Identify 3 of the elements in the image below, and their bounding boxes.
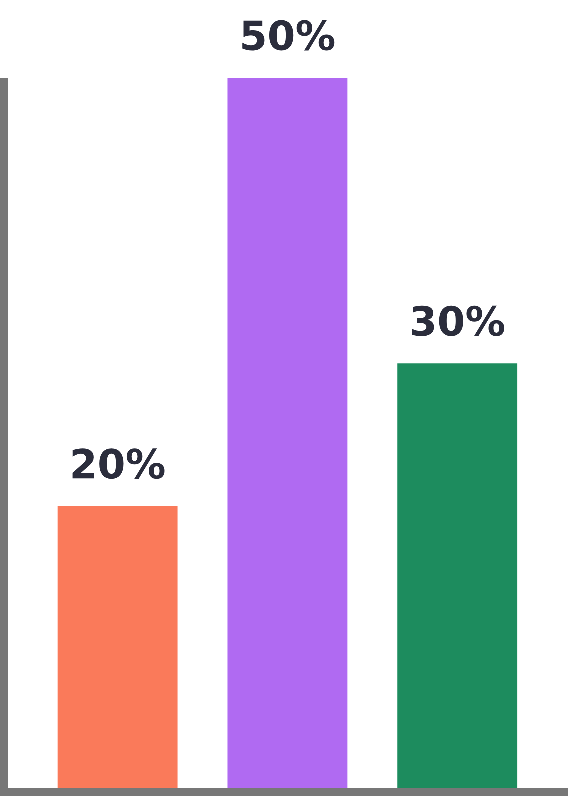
data-label: 30%	[412, 306, 504, 336]
data-label: 50%	[242, 20, 335, 51]
data-label: 20%	[72, 448, 165, 480]
